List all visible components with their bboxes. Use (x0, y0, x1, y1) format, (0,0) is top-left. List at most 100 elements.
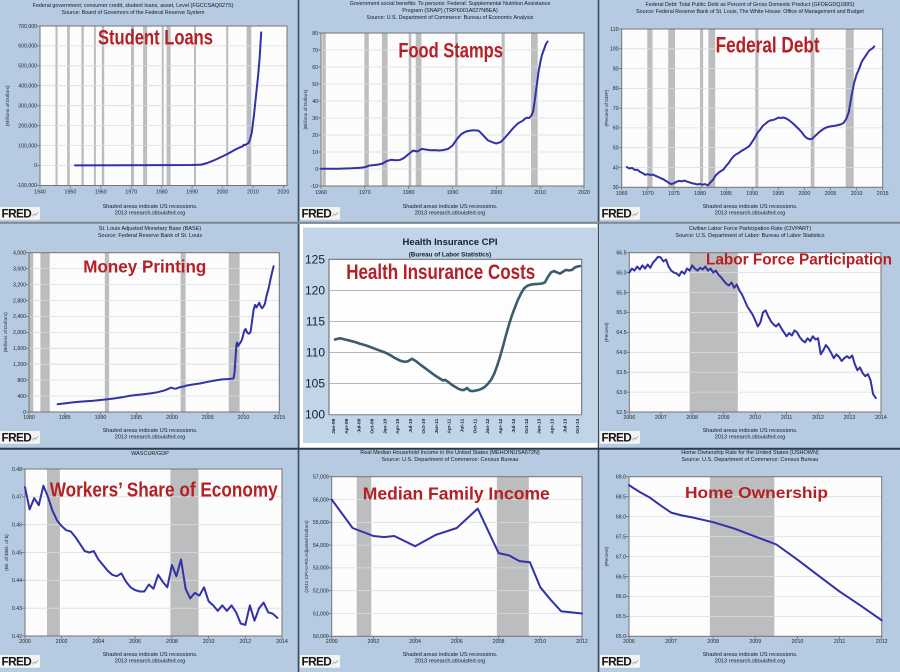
svg-text:Shaded areas indicate US reces: Shaded areas indicate US recessions. (703, 428, 798, 434)
svg-text:(Billions of Dollars): (Billions of Dollars) (3, 312, 9, 352)
svg-text:2013 research.stlouisfed.org: 2013 research.stlouisfed.org (715, 211, 786, 217)
svg-text:1970: 1970 (642, 191, 654, 197)
svg-text:Labor Force Participation: Labor Force Participation (706, 252, 892, 269)
svg-text:2000: 2000 (799, 191, 811, 197)
svg-text:Jan-09: Jan-09 (331, 418, 337, 434)
svg-text:65.0: 65.0 (616, 310, 626, 316)
svg-text:Source: Federal Reserve Bank o: Source: Federal Reserve Bank of St. Loui… (636, 9, 864, 15)
svg-text:0.46: 0.46 (12, 523, 22, 529)
svg-text:1980: 1980 (156, 190, 168, 196)
svg-text:Jul-12: Jul-12 (511, 418, 517, 432)
svg-text:0: 0 (34, 163, 37, 169)
svg-text:Government social benefits: To: Government social benefits: To persons: … (350, 1, 551, 7)
svg-text:2020: 2020 (578, 190, 590, 196)
svg-text:55,000: 55,000 (313, 520, 329, 526)
svg-text:68.0: 68.0 (616, 514, 626, 520)
svg-text:Federal Debt: Federal Debt (716, 32, 821, 57)
svg-text:WASCUR/GDP: WASCUR/GDP (131, 451, 169, 457)
svg-text:Median Family Income: Median Family Income (363, 484, 550, 504)
svg-text:700,000: 700,000 (18, 24, 37, 30)
svg-text:2013 research.stlouisfed.org: 2013 research.stlouisfed.org (115, 659, 186, 665)
svg-text:Shaded areas indicate US reces: Shaded areas indicate US recessions. (703, 204, 798, 210)
svg-text:Jul-13: Jul-13 (562, 418, 568, 432)
svg-text:2,800: 2,800 (13, 298, 26, 304)
svg-text:400: 400 (17, 394, 26, 400)
svg-text:52,000: 52,000 (313, 589, 329, 595)
svg-text:(Percent): (Percent) (604, 322, 610, 342)
svg-text:400,000: 400,000 (18, 84, 37, 90)
svg-text:63.5: 63.5 (616, 370, 626, 376)
svg-text:105: 105 (305, 377, 325, 391)
svg-text:FRED: FRED (2, 655, 33, 669)
svg-text:Source: U.S. Department of Lab: Source: U.S. Department of Labor: Bureau… (675, 233, 824, 239)
svg-text:57,000: 57,000 (313, 475, 329, 481)
svg-text:FRED: FRED (2, 207, 33, 221)
svg-text:2007: 2007 (655, 415, 667, 421)
svg-text:1960: 1960 (95, 190, 107, 196)
svg-text:2005: 2005 (202, 415, 214, 421)
svg-text:0: 0 (23, 410, 26, 416)
svg-text:3,600: 3,600 (13, 266, 26, 272)
svg-text:2012: 2012 (812, 415, 824, 421)
svg-text:Apr-13: Apr-13 (549, 418, 555, 434)
svg-text:0.48: 0.48 (12, 467, 22, 473)
svg-text:FRED: FRED (302, 207, 333, 221)
svg-text:64.0: 64.0 (616, 350, 626, 356)
svg-text:Jul-09: Jul-09 (357, 418, 363, 432)
svg-text:0.43: 0.43 (12, 606, 22, 612)
svg-text:51,000: 51,000 (313, 611, 329, 617)
svg-text:67.0: 67.0 (616, 554, 626, 560)
svg-text:2008: 2008 (707, 639, 719, 645)
svg-text:Shaded areas indicate US reces: Shaded areas indicate US recessions. (703, 652, 798, 658)
svg-text:2009: 2009 (718, 415, 730, 421)
svg-text:1965: 1965 (616, 191, 628, 197)
svg-text:110: 110 (306, 346, 325, 360)
svg-text:FRED: FRED (602, 655, 633, 669)
svg-text:2011: 2011 (781, 415, 792, 421)
svg-text:Oct-12: Oct-12 (524, 418, 530, 433)
svg-text:2002: 2002 (368, 639, 380, 645)
svg-text:100,000: 100,000 (18, 143, 37, 149)
svg-text:Source: U.S. Department of Com: Source: U.S. Department of Commerce: Cen… (382, 457, 519, 463)
svg-text:1,600: 1,600 (13, 346, 26, 352)
svg-text:100: 100 (305, 408, 325, 422)
svg-text:10: 10 (312, 150, 318, 156)
svg-text:Shaded areas indicate US reces: Shaded areas indicate US recessions. (403, 652, 498, 658)
svg-text:2012: 2012 (576, 639, 588, 645)
svg-text:1970: 1970 (125, 190, 137, 196)
svg-text:65.5: 65.5 (616, 614, 626, 620)
svg-text:2,400: 2,400 (13, 314, 26, 320)
svg-text:Civilian Labor Force Participa: Civilian Labor Force Participation Rate … (689, 226, 812, 232)
svg-text:1950: 1950 (65, 190, 77, 196)
svg-text:2010: 2010 (534, 190, 546, 196)
svg-text:4,000: 4,000 (13, 251, 26, 257)
svg-text:(Bureau of Labor Statistics): (Bureau of Labor Statistics) (409, 252, 492, 259)
svg-text:0.44: 0.44 (12, 578, 22, 584)
svg-text:Apr-10: Apr-10 (395, 418, 401, 434)
svg-text:Jan-13: Jan-13 (537, 418, 543, 434)
svg-text:2013 research.stlouisfed.org: 2013 research.stlouisfed.org (415, 211, 486, 217)
svg-text:600,000: 600,000 (18, 44, 37, 50)
svg-text:2,000: 2,000 (13, 330, 26, 336)
svg-text:69.0: 69.0 (616, 475, 626, 481)
svg-text:1940: 1940 (34, 190, 46, 196)
svg-text:115: 115 (306, 315, 325, 329)
svg-text:Real Median Household Income i: Real Median Household Income in the Unit… (360, 450, 540, 456)
svg-text:200,000: 200,000 (18, 123, 37, 129)
svg-text:2000: 2000 (166, 415, 178, 421)
svg-text:2006: 2006 (129, 639, 141, 645)
svg-text:2008: 2008 (166, 639, 178, 645)
svg-text:Program (SNAP) (TRP6001A027NBE: Program (SNAP) (TRP6001A027NBEA) (402, 8, 498, 14)
svg-text:(Bil. of $/Bil. of $): (Bil. of $/Bil. of $) (4, 534, 10, 571)
svg-text:66.5: 66.5 (616, 251, 626, 257)
svg-text:53,000: 53,000 (313, 566, 329, 572)
svg-text:3,200: 3,200 (13, 282, 26, 288)
svg-text:2000: 2000 (19, 639, 31, 645)
svg-text:1990: 1990 (95, 415, 107, 421)
svg-text:2013 research.stlouisfed.org: 2013 research.stlouisfed.org (715, 435, 786, 441)
svg-text:Food Stamps: Food Stamps (398, 38, 503, 63)
svg-text:1975: 1975 (668, 191, 680, 197)
svg-text:FRED: FRED (302, 655, 333, 669)
svg-text:2009: 2009 (749, 639, 761, 645)
svg-text:1995: 1995 (772, 191, 784, 197)
